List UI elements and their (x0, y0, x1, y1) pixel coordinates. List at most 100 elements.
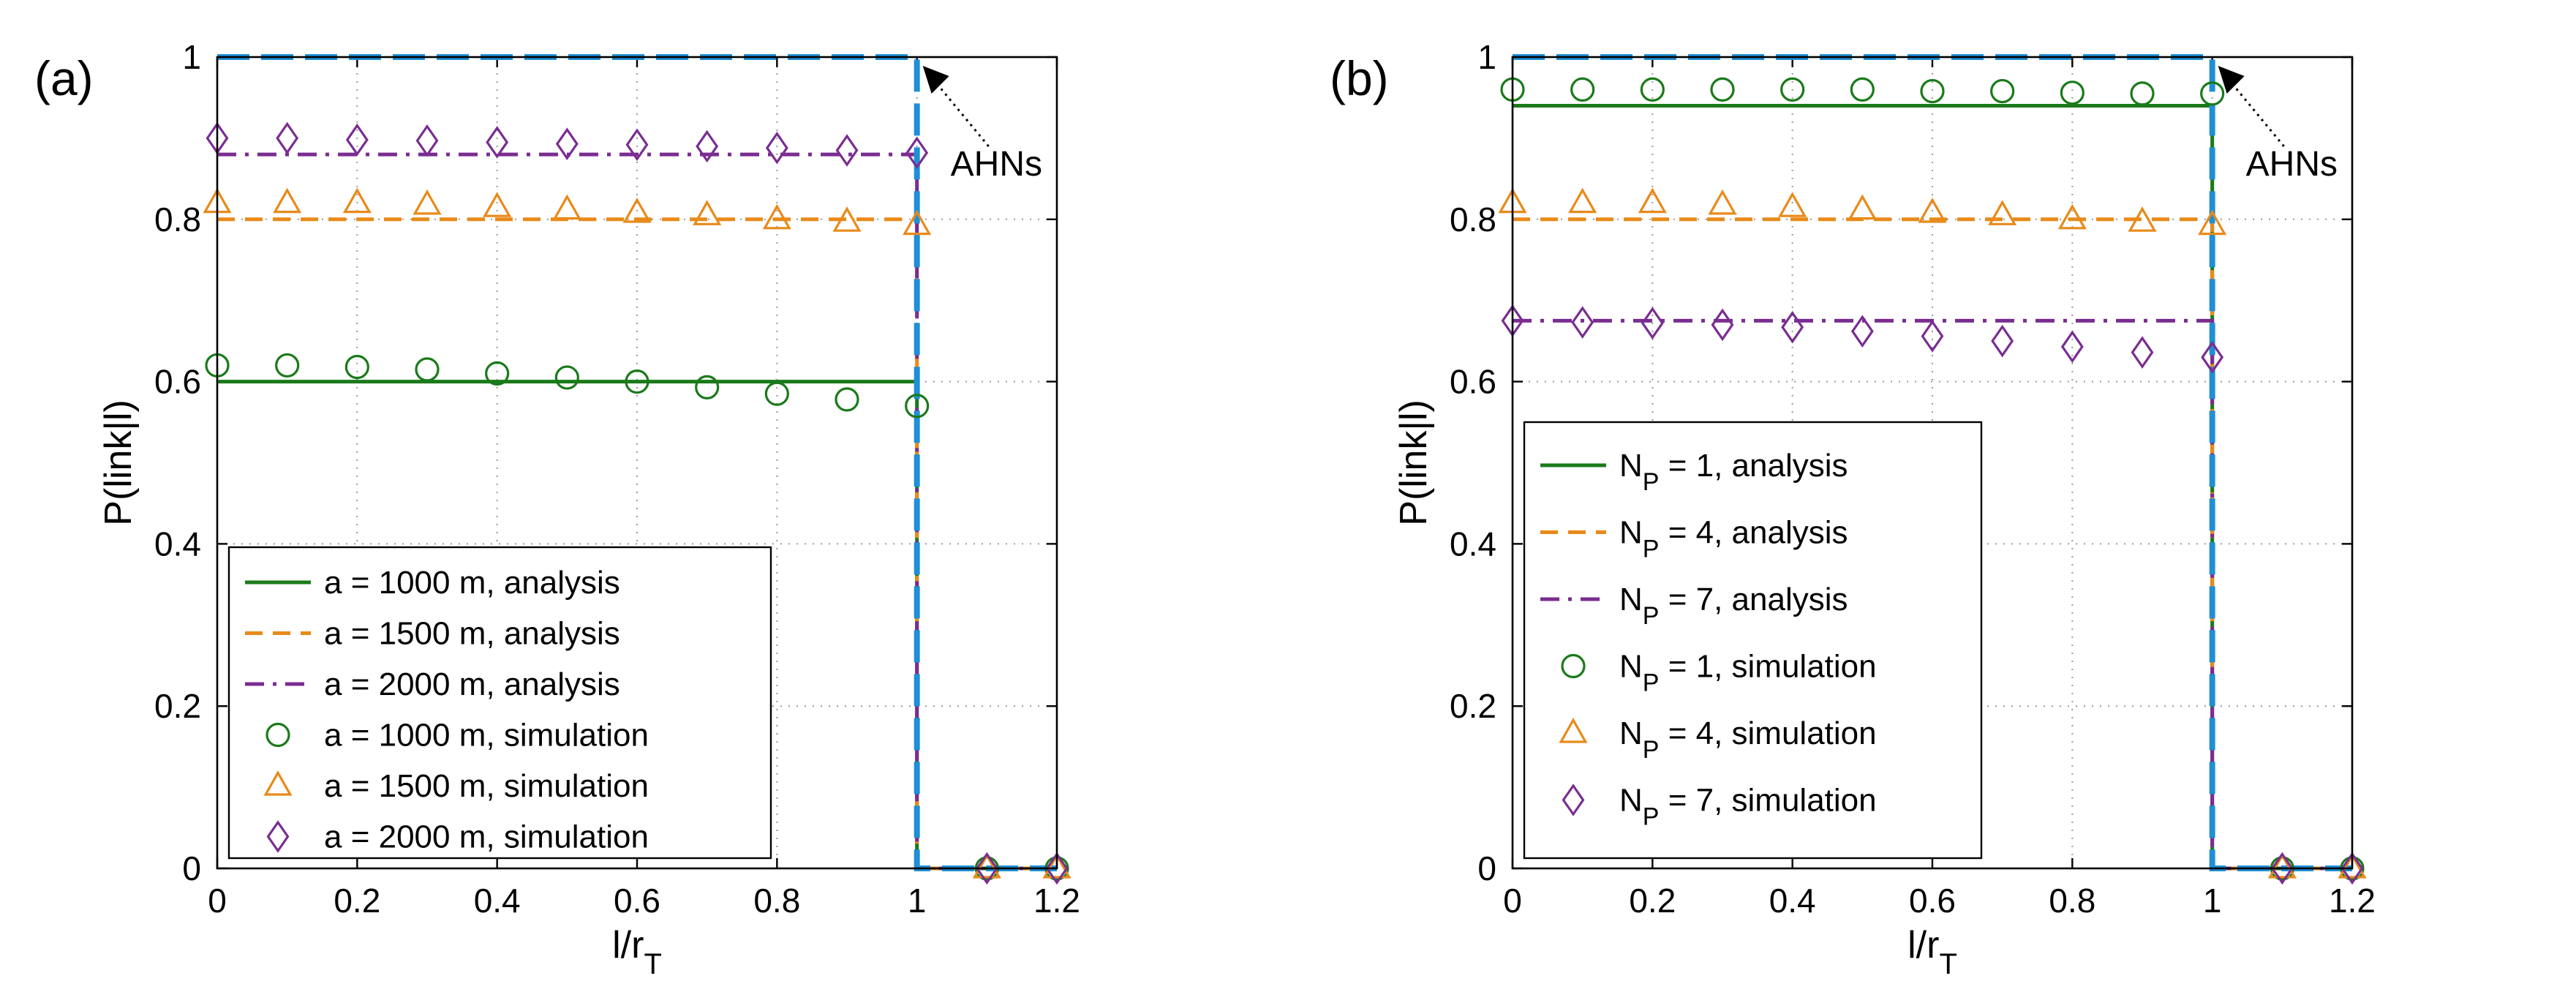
x-tick-label: 0.8 (753, 882, 800, 920)
data-point-triangle (483, 192, 512, 217)
axes-frame (216, 56, 1058, 870)
y-tick-label: 0.2 (154, 687, 201, 725)
data-point-triangle (1988, 200, 2017, 225)
x-tick-label: 0.4 (474, 882, 521, 920)
y-tick-label: 1 (182, 38, 201, 76)
data-point-triangle (2338, 853, 2367, 879)
legend-entry-label: a = 1500 m, simulation (324, 768, 649, 804)
data-point-diamond (1045, 852, 1069, 885)
legend-box (1523, 421, 1983, 860)
axes-frame (1511, 56, 2354, 870)
x-tick-label: 1.2 (1033, 882, 1080, 920)
data-point-triangle (552, 194, 581, 220)
data-point-triangle (413, 189, 442, 215)
y-tick-label: 0.8 (1450, 200, 1496, 238)
annotation-text: AHNs (951, 145, 1042, 184)
legend-entry-label: a = 2000 m, analysis (324, 666, 620, 702)
data-point-circle (1710, 77, 1735, 102)
x-tick-label: 0 (1503, 882, 1522, 920)
y-tick-label: 0.6 (1450, 363, 1496, 401)
data-point-diamond (696, 129, 719, 163)
data-point-triangle (342, 187, 372, 214)
y-axis-label: P(link|l) (1393, 399, 1435, 525)
data-point-triangle (1848, 194, 1877, 220)
data-point-circle (344, 355, 369, 380)
legend-swatch-triangle (1559, 718, 1588, 743)
data-point-circle (485, 361, 510, 386)
data-point-circle (2200, 81, 2225, 106)
data-point-circle (2060, 80, 2084, 105)
data-point-triangle (972, 853, 1001, 879)
legend-entry-label: a = 1500 m, analysis (324, 616, 620, 652)
x-tick-label: 0.6 (1909, 882, 1956, 920)
legend-entry-label: NP = 1, analysis (1619, 448, 1848, 496)
data-point-diamond (835, 134, 859, 167)
data-point-circle (1780, 77, 1805, 102)
legend-swatch-triangle (263, 770, 293, 796)
legend-entry-label: a = 1000 m, analysis (324, 565, 620, 601)
y-tick-label: 1 (1477, 38, 1496, 76)
data-point-circle (625, 369, 649, 394)
data-point-triangle (273, 187, 302, 214)
x-tick-label: 0.2 (334, 882, 380, 920)
data-point-diamond (1711, 308, 1734, 342)
data-point-triangle (762, 203, 791, 230)
data-point-triangle (1042, 853, 1072, 879)
data-point-circle (1640, 77, 1665, 102)
data-point-circle (2130, 81, 2155, 106)
data-point-circle (1570, 77, 1595, 102)
data-point-circle (415, 357, 440, 382)
y-tick-label: 0 (182, 849, 201, 887)
data-point-diamond (276, 121, 299, 155)
data-point-circle (905, 394, 930, 418)
y-tick-label: 0.4 (1450, 525, 1496, 563)
y-tick-label: 0.8 (154, 200, 201, 238)
data-point-diamond (1991, 324, 2014, 358)
x-tick-label: 1 (2203, 882, 2222, 920)
data-point-diamond (1850, 315, 1874, 348)
data-point-circle (554, 365, 579, 390)
data-point-triangle (903, 209, 932, 236)
annotation-arrow-line (932, 78, 990, 147)
data-point-triangle (693, 200, 722, 225)
y-axis-label: P(link|l) (97, 399, 140, 525)
panel-b: 0 0.2 0.4 0.6 0.8 1 1.2 0 0.2 0.4 0.6 0.8 1 l/rT P(lin… (1330, 38, 2376, 980)
legend: a = 1000 m, analysis a = 1500 m, analysis… (227, 546, 772, 860)
data-point-diamond (2201, 341, 2224, 374)
data-point-diamond (1921, 320, 1944, 353)
annotation-text: AHNs (2246, 145, 2338, 184)
data-point-triangle (832, 206, 862, 232)
annotation-arrow-head (922, 66, 949, 94)
y-tick-label: 0 (1477, 849, 1496, 887)
annotation-arrow-line (2227, 78, 2285, 147)
data-point-diamond (625, 128, 649, 162)
data-point-diamond (1781, 310, 1804, 344)
data-point-diamond (2340, 852, 2364, 885)
data-point-circle (1850, 77, 1875, 102)
x-tick-label: 1.2 (2329, 882, 2376, 920)
y-tick-label: 0.2 (1450, 687, 1496, 725)
annotation-arrow-head (2218, 66, 2245, 94)
data-point-diamond (975, 852, 998, 885)
legend-entry-label: NP = 7, analysis (1619, 582, 1848, 630)
legend-entry-label: NP = 4, simulation (1619, 715, 1877, 764)
legend-swatch-diamond (266, 820, 290, 853)
data-point-diamond (2060, 330, 2084, 364)
data-point-triangle (1638, 187, 1667, 214)
data-point-triangle (1778, 192, 1807, 217)
legend-entry-label: a = 2000 m, simulation (324, 819, 649, 855)
legend-entry-label: a = 1000 m, simulation (324, 718, 649, 754)
panel-label: (a) (34, 51, 94, 105)
x-tick-label: 0.2 (1629, 882, 1676, 920)
legend-entry-label: NP = 4, analysis (1619, 515, 1848, 563)
x-tick-label: 1 (908, 882, 927, 920)
x-tick-label: 0.6 (614, 882, 660, 920)
data-point-diamond (486, 126, 509, 159)
y-tick-label: 0.6 (154, 363, 201, 401)
data-point-triangle (2128, 206, 2157, 232)
data-point-circle (1990, 78, 2015, 104)
x-axis-label: l/rT (612, 924, 662, 980)
data-point-triangle (1708, 189, 1737, 215)
panel-a: 0 0.2 0.4 0.6 0.8 1 1.2 0 0.2 0.4 0.6 0.8 1 l/rT P(lin… (34, 38, 1080, 980)
